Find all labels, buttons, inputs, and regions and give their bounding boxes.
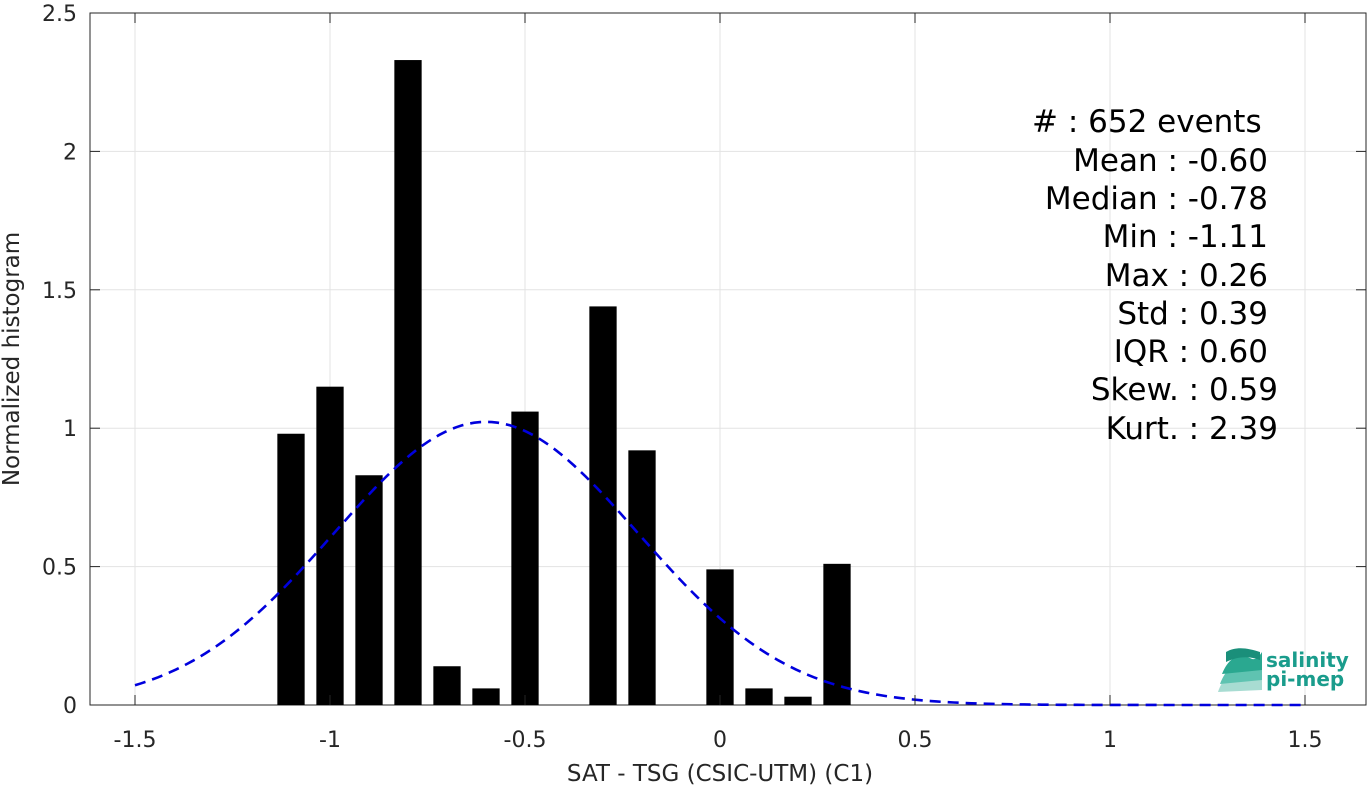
statistics-box: # : 652 events Mean : -0.60 Median : -0.… [1032, 104, 1278, 447]
axis-ticks [90, 12, 1366, 706]
y-tick-labels: 0 0.5 1 1.5 2 2.5 [42, 2, 77, 719]
histogram-bar-12 [823, 563, 851, 705]
stat-iqr: IQR : 0.60 [1114, 334, 1268, 370]
stat-median: Median : -0.78 [1045, 181, 1268, 217]
y-tick-label-4: 2 [63, 140, 77, 165]
x-tick-label-2: -0.5 [504, 728, 547, 753]
logo-line-pi-mep: pi-mep [1266, 667, 1344, 691]
y-tick-label-1: 0.5 [42, 556, 77, 581]
stat-max: Max : 0.26 [1105, 258, 1268, 294]
stat-mean: Mean : -0.60 [1073, 143, 1268, 179]
x-tick-label-5: 1 [1103, 728, 1117, 753]
x-tick-labels: -1.5 -1 -0.5 0 0.5 1 1.5 [114, 728, 1323, 753]
histogram-bar-5 [472, 688, 500, 705]
x-tick-label-3: 0 [713, 728, 727, 753]
histogram-bar-2 [355, 475, 383, 705]
x-tick-label-1: -1 [319, 728, 341, 753]
histogram-bar-10 [745, 688, 773, 705]
histogram-bar-11 [784, 696, 812, 705]
y-tick-label-5: 2.5 [42, 2, 77, 27]
wave-layers-icon [1218, 648, 1262, 692]
stat-skew: Skew. : 0.59 [1091, 372, 1278, 408]
logo-line-salinity: salinity [1266, 648, 1349, 672]
x-tick-label-0: -1.5 [114, 728, 157, 753]
x-tick-label-4: 0.5 [898, 728, 933, 753]
histogram-bar-4 [433, 666, 461, 705]
histogram-bar-9 [706, 569, 734, 705]
y-tick-label-2: 1 [63, 417, 77, 442]
salinity-pi-mep-logo: salinity pi-mep [1218, 648, 1349, 692]
histogram-bar-3 [394, 60, 422, 705]
stat-kurt: Kurt. : 2.39 [1106, 411, 1278, 447]
stat-std: Std : 0.39 [1117, 296, 1268, 332]
y-tick-label-3: 1.5 [42, 279, 77, 304]
histogram-bar-6 [511, 411, 539, 705]
y-tick-label-0: 0 [63, 694, 77, 719]
histogram-bar-1 [316, 386, 344, 705]
stat-min: Min : -1.11 [1103, 219, 1268, 255]
stat-count: # : 652 events [1032, 104, 1262, 140]
x-axis-title: SAT - TSG (CSIC-UTM) (C1) [567, 761, 873, 785]
x-tick-label-6: 1.5 [1288, 728, 1323, 753]
histogram-bar-8 [628, 450, 656, 705]
y-axis-title: Normalized histogram [0, 232, 25, 486]
histogram-bars [277, 60, 851, 705]
